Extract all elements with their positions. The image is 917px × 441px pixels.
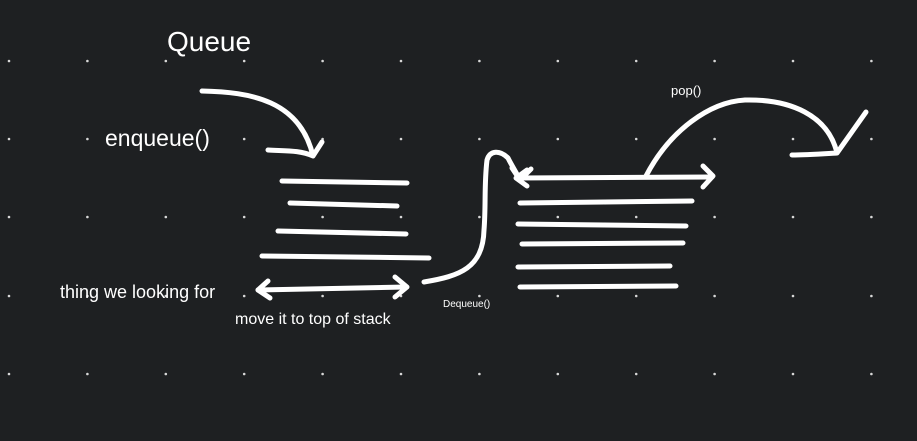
stack-item-2	[515, 221, 689, 229]
grid-dot	[791, 59, 795, 63]
grid-dot	[399, 215, 403, 219]
enqueue-arrow	[199, 88, 325, 159]
pop-label: pop()	[671, 83, 702, 98]
stack-item-4	[515, 263, 673, 270]
grid-dot	[870, 372, 873, 376]
dequeue-label: Dequeue()	[443, 299, 491, 310]
grid-dot	[870, 215, 873, 219]
stack-top-item-arrow	[513, 163, 716, 190]
grid-dot	[321, 59, 324, 63]
grid-dot	[164, 59, 168, 63]
grid-dot	[791, 137, 795, 141]
queue-item-3	[275, 228, 409, 237]
grid-dot	[242, 215, 246, 219]
grid-dot	[556, 137, 560, 141]
queue-item-4	[259, 253, 432, 261]
queue-stack	[259, 178, 432, 261]
grid-dot	[86, 59, 89, 63]
grid-dot	[870, 294, 873, 298]
grid-dot	[713, 59, 716, 63]
pop-arrow	[643, 97, 869, 179]
dequeue-arrow	[421, 149, 534, 285]
grid-dot	[7, 137, 11, 141]
grid-dot	[634, 294, 638, 298]
grid-dot	[634, 59, 638, 63]
queue-item-1	[279, 178, 410, 186]
grid-dot	[86, 215, 89, 219]
grid-dot	[164, 372, 168, 376]
grid-dot	[478, 372, 481, 376]
target-item-label: thing we looking for	[60, 282, 216, 302]
target-item-arrow	[255, 274, 410, 301]
queue-item-2	[287, 200, 400, 209]
grid-dot	[242, 59, 246, 63]
grid-dot	[164, 294, 168, 298]
grid-dot	[556, 294, 560, 298]
grid-dot	[870, 137, 873, 141]
grid-dot	[713, 137, 716, 141]
grid-dot	[791, 294, 795, 298]
grid-dot	[634, 215, 638, 219]
grid-dot	[399, 59, 403, 63]
grid-dot	[86, 137, 89, 141]
queue-title: Queue	[167, 26, 252, 57]
grid-dot	[164, 215, 168, 219]
grid-dot	[713, 372, 716, 376]
grid-dot	[242, 294, 246, 298]
grid-dot	[86, 294, 89, 298]
grid-dot	[86, 372, 89, 376]
stack-item-1	[517, 198, 695, 206]
grid-dot	[556, 372, 560, 376]
grid-dot	[713, 294, 716, 298]
grid-dot	[321, 294, 324, 298]
grid-dot	[164, 137, 168, 141]
grid-dot	[321, 372, 324, 376]
enqueue-label: enqueue()	[105, 125, 210, 151]
grid-dot	[399, 137, 403, 141]
move-note-label: move it to top of stack	[235, 311, 391, 328]
stack-item-3	[519, 240, 686, 247]
grid-dot	[399, 372, 403, 376]
grid-dot	[556, 215, 560, 219]
grid-dot	[556, 59, 560, 63]
grid-dot	[713, 215, 716, 219]
stack	[513, 163, 716, 290]
grid-dot	[870, 59, 873, 63]
grid-dot	[7, 215, 11, 219]
grid-dot	[321, 215, 324, 219]
stack-item-5	[517, 283, 679, 290]
grid-dot	[7, 59, 11, 63]
grid-dot	[791, 372, 795, 376]
grid-dot	[7, 372, 11, 376]
grid-dot	[242, 137, 246, 141]
grid-dot	[478, 215, 481, 219]
grid-dots	[7, 59, 873, 376]
grid-dot	[7, 294, 11, 298]
grid-dot	[791, 215, 795, 219]
grid-dot	[634, 137, 638, 141]
grid-dot	[478, 294, 481, 298]
grid-dot	[478, 137, 481, 141]
grid-dot	[478, 59, 481, 63]
grid-dot	[242, 372, 246, 376]
grid-dot	[634, 372, 638, 376]
